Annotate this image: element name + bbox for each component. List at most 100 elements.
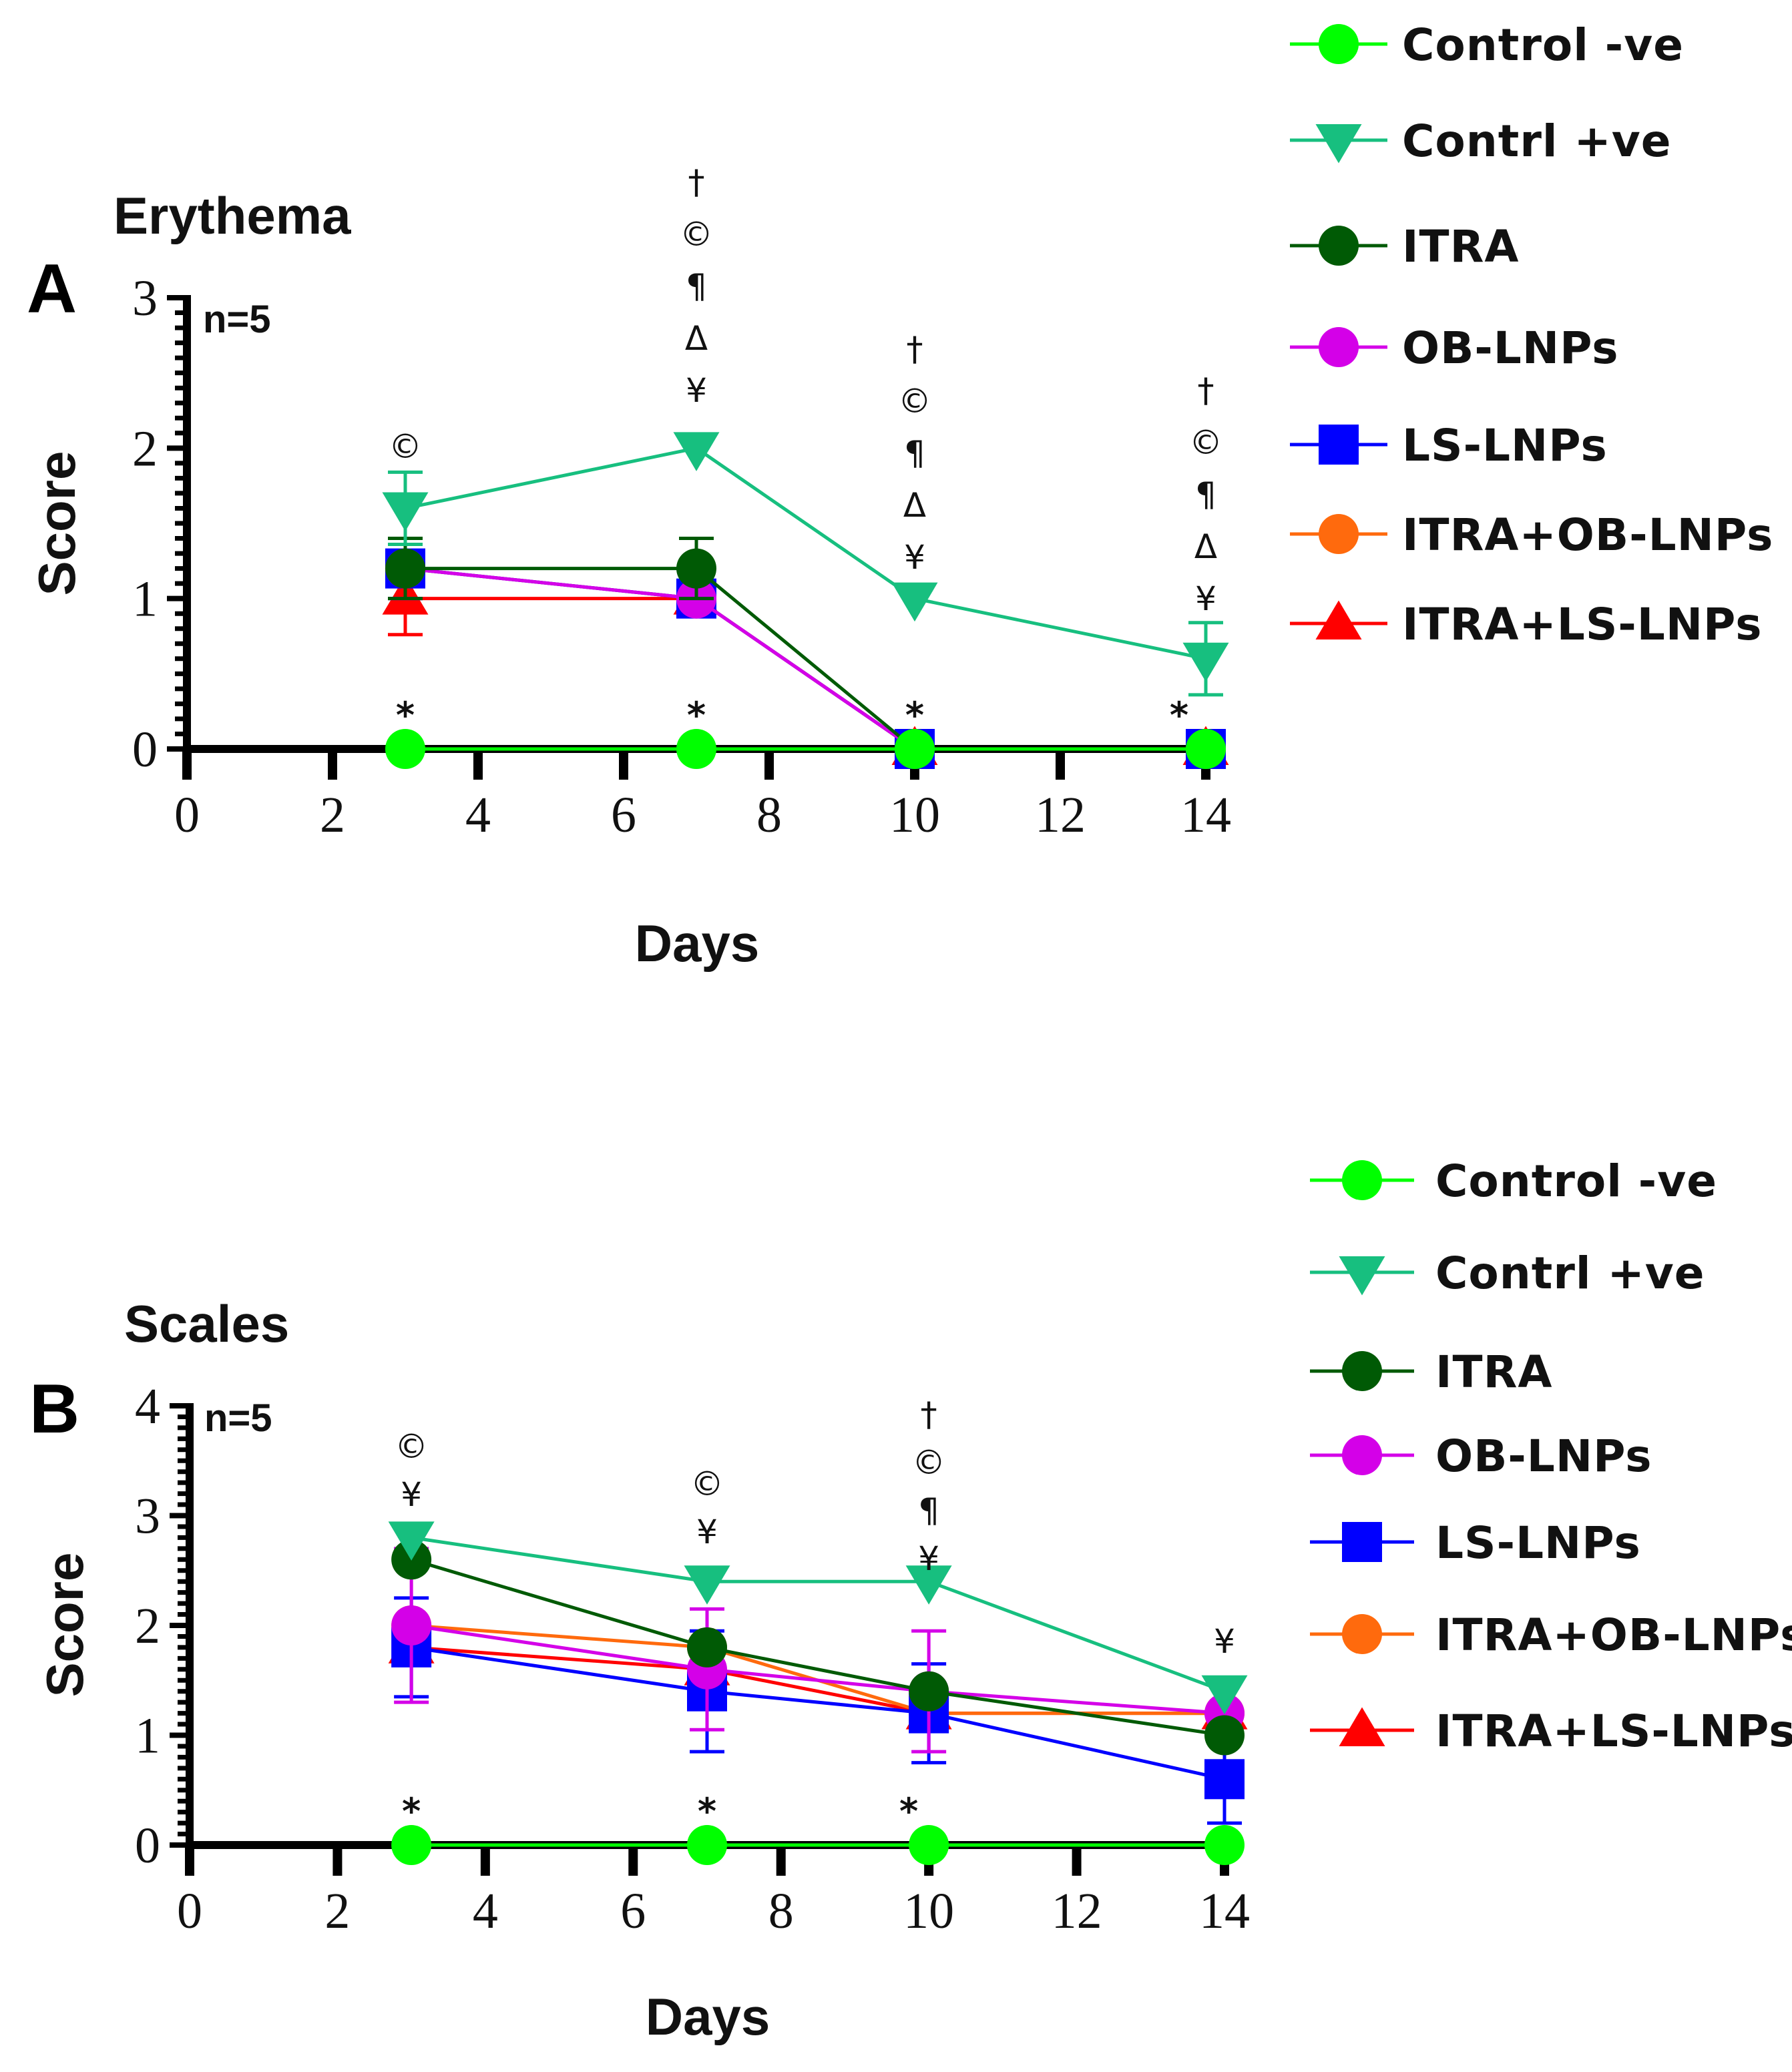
- y-tick-label: 4: [135, 1378, 160, 1435]
- significance-symbol: ©: [912, 1443, 945, 1482]
- data-point: [382, 492, 429, 531]
- legend-item: ITRA: [1290, 221, 1519, 272]
- data-point: [687, 1825, 727, 1865]
- legend-swatch-marker: [1319, 514, 1359, 554]
- series-contrl-ve: [382, 432, 1229, 697]
- series-control-ve: [385, 729, 1226, 769]
- legend-item: LS-LNPs: [1290, 420, 1608, 471]
- series-line: [411, 1557, 1225, 1737]
- legend-label: ITRA+OB-LNPs: [1435, 1609, 1792, 1661]
- legend-item: ITRA+OB-LNPs: [1310, 1609, 1792, 1661]
- data-point: [676, 729, 716, 769]
- data-point: [1186, 729, 1226, 769]
- significance-symbol: †: [688, 163, 705, 202]
- legend-label: LS-LNPs: [1435, 1517, 1641, 1569]
- series-itra-ob-lnps: [385, 537, 1226, 769]
- x-tick-label: 2: [324, 1883, 350, 1939]
- legend: Control -ve Contrl +ve ITRA OB-LNPs LS-LNPs I…: [1290, 19, 1773, 650]
- significance-symbol: ©: [1189, 423, 1222, 462]
- x-tick-label: 6: [620, 1883, 646, 1939]
- legend-swatch-marker: [1319, 226, 1359, 266]
- significance-symbol: ¥: [696, 1513, 718, 1551]
- legend-swatch-marker: [1315, 600, 1362, 639]
- legend-swatch-marker: [1339, 1256, 1385, 1296]
- legend-label: Control -ve: [1402, 19, 1684, 71]
- y-tick-label: 3: [132, 270, 158, 326]
- significance-symbol: Δ: [903, 486, 926, 525]
- data-point: [909, 1825, 949, 1865]
- significance-symbol: ¥: [401, 1475, 422, 1514]
- series-ls-lnps: [385, 537, 1226, 769]
- significance-symbol: ©: [690, 1465, 724, 1503]
- data-point: [388, 1521, 435, 1561]
- data-point: [385, 729, 425, 769]
- significance-symbol: ¥: [904, 538, 925, 577]
- significance-symbol: †: [907, 330, 923, 368]
- asterisk-marker: *: [899, 1790, 918, 1832]
- legend-label: ITRA: [1402, 221, 1519, 272]
- sample-size-label: n=5: [204, 1396, 272, 1440]
- legend-item: OB-LNPs: [1290, 322, 1618, 374]
- significance-symbol: ¥: [686, 371, 707, 410]
- legend-swatch-marker: [1339, 1707, 1385, 1746]
- significance-symbol: ¶: [1195, 475, 1216, 514]
- legend-label: Contrl +ve: [1402, 115, 1672, 167]
- x-tick-label: 10: [889, 787, 940, 843]
- legend-item: LS-LNPs: [1310, 1517, 1641, 1569]
- x-tick-label: 2: [320, 787, 345, 843]
- sample-size-label: n=5: [203, 298, 271, 341]
- legend-item: Contrl +ve: [1310, 1248, 1705, 1299]
- x-tick-label: 0: [177, 1883, 202, 1939]
- x-tick-label: 0: [174, 787, 200, 843]
- y-axis-title: Score: [27, 451, 86, 596]
- asterisk-marker: *: [1170, 694, 1188, 736]
- series-itra: [391, 1539, 1245, 1756]
- y-tick-label: 2: [135, 1598, 160, 1654]
- legend-swatch-marker: [1342, 1160, 1382, 1200]
- legend-item: ITRA+LS-LNPs: [1310, 1706, 1792, 1757]
- significance-symbol: ©: [898, 382, 931, 421]
- data-point: [687, 1627, 727, 1667]
- significance-symbol: Δ: [1194, 527, 1217, 566]
- data-point: [684, 1565, 730, 1605]
- x-tick-label: 14: [1199, 1883, 1250, 1939]
- legend-label: ITRA: [1435, 1346, 1552, 1398]
- legend-item: ITRA: [1310, 1346, 1552, 1398]
- legend-label: Control -ve: [1435, 1155, 1717, 1207]
- significance-symbol: ¥: [1214, 1622, 1235, 1661]
- panel-letter: A: [27, 250, 77, 328]
- legend-label: LS-LNPs: [1402, 420, 1608, 471]
- significance-symbol: †: [921, 1395, 937, 1434]
- x-tick-label: 14: [1180, 787, 1231, 843]
- x-tick-label: 4: [465, 787, 491, 843]
- legend-item: ITRA+LS-LNPs: [1290, 599, 1763, 650]
- significance-symbol: ¶: [686, 267, 707, 306]
- significance-symbol: ©: [680, 215, 713, 254]
- legend-swatch-marker: [1342, 1435, 1382, 1475]
- series-line: [405, 567, 1206, 751]
- legend-label: Contrl +ve: [1435, 1248, 1705, 1299]
- data-point: [909, 1671, 949, 1712]
- asterisk-marker: *: [905, 694, 924, 736]
- data-point: [891, 582, 938, 622]
- asterisk-marker: *: [687, 694, 706, 736]
- series-itra: [385, 537, 1226, 769]
- legend-swatch-marker: [1342, 1614, 1382, 1654]
- y-tick-label: 1: [135, 1708, 160, 1764]
- asterisk-marker: *: [396, 694, 415, 736]
- legend-label: ITRA+OB-LNPs: [1402, 509, 1773, 561]
- legend-swatch-marker: [1342, 1351, 1382, 1391]
- x-tick-label: 8: [756, 787, 782, 843]
- legend-swatch-marker: [1342, 1522, 1382, 1562]
- legend-item: ITRA+OB-LNPs: [1290, 509, 1773, 561]
- data-point: [1201, 1675, 1248, 1715]
- series-line: [411, 1645, 1225, 1781]
- legend-item: Control -ve: [1310, 1155, 1717, 1207]
- chart-title: Scales: [124, 1294, 289, 1353]
- legend-label: ITRA+LS-LNPs: [1435, 1706, 1792, 1757]
- data-point: [905, 1565, 952, 1605]
- legend-label: ITRA+LS-LNPs: [1402, 599, 1763, 650]
- x-tick-label: 8: [768, 1883, 794, 1939]
- legend-swatch-marker: [1319, 24, 1359, 64]
